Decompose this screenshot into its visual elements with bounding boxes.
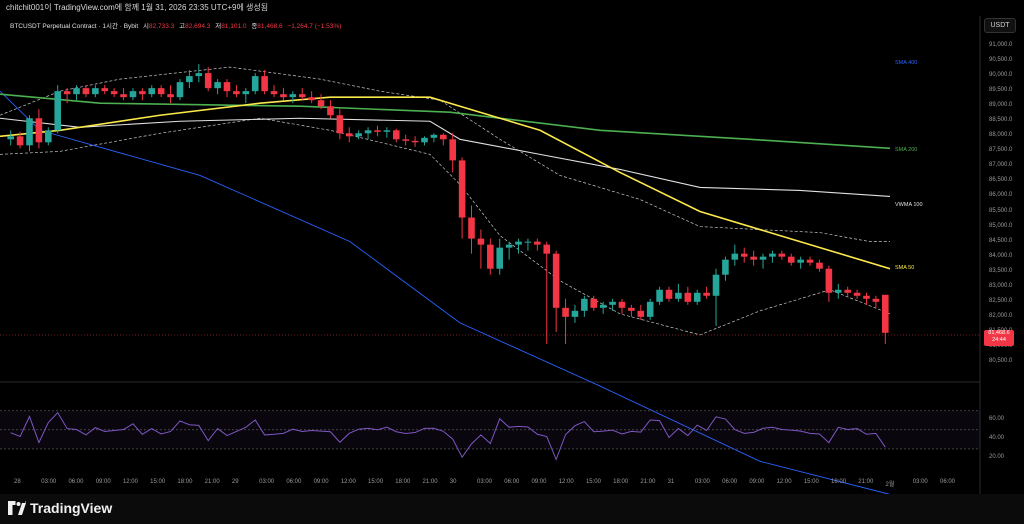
rsi-tick-label: 60.00	[989, 416, 1005, 423]
currency-button[interactable]: USDT	[984, 18, 1016, 33]
time-tick-label: 12:00	[340, 479, 356, 485]
snapshot-caption-bar: chitchit001이 TradingView.com에 함께 1월 31, …	[0, 0, 1024, 16]
time-tick-label: 09:00	[95, 479, 111, 485]
time-tick-label: 18:00	[831, 479, 847, 485]
price-tick-label: 83,000.0	[989, 282, 1013, 289]
time-tick-label: 15:00	[803, 479, 819, 485]
close-label: 종	[251, 23, 258, 30]
tradingview-logo-icon	[8, 501, 26, 515]
symbol-name[interactable]: BTCUSDT Perpetual Contract · 1시간 · Bybit	[10, 23, 139, 30]
rsi-tick-label: 20.00	[989, 454, 1005, 461]
chart-area[interactable]	[0, 16, 1024, 494]
time-tick-label: 12:00	[776, 479, 792, 485]
price-tick-label: 82,000.0	[989, 312, 1013, 319]
price-tick-label: 89,500.0	[989, 87, 1013, 94]
time-tick-label: 21:00	[640, 479, 656, 485]
time-tick-label: 2월	[885, 482, 895, 488]
price-tick-label: 89,000.0	[989, 102, 1013, 109]
rsi-tick-label: 40.00	[989, 435, 1005, 442]
sma50-label: SMA 50	[895, 265, 915, 271]
time-tick-label: 18:00	[395, 479, 411, 485]
time-tick-label: 18:00	[613, 479, 629, 485]
open-label: 시	[142, 23, 149, 30]
price-tick-label: 88,500.0	[989, 117, 1013, 124]
open-value: 82,733.3	[148, 23, 175, 30]
time-tick-label: 06:00	[504, 479, 520, 485]
time-tick-label: 15:00	[368, 479, 384, 485]
time-tick-label: 06:00	[68, 479, 84, 485]
price-tick-label: 90,500.0	[989, 57, 1013, 64]
brand-name: TradingView	[30, 500, 113, 516]
time-tick-label: 28	[14, 479, 21, 485]
price-tick-label: 87,500.0	[989, 147, 1013, 154]
time-tick-label: 03:00	[912, 479, 928, 485]
time-tick-label: 03:00	[259, 479, 275, 485]
time-tick-label: 06:00	[722, 479, 738, 485]
price-tick-label: 86,000.0	[989, 192, 1013, 199]
time-tick-label: 12:00	[122, 479, 138, 485]
time-tick-label: 15:00	[585, 479, 601, 485]
time-tick-label: 15:00	[150, 479, 166, 485]
symbol-legend[interactable]: BTCUSDT Perpetual Contract · 1시간 · Bybit…	[10, 20, 341, 30]
vwma100-label: VWMA 100	[895, 202, 923, 208]
time-tick-label: 18:00	[177, 479, 193, 485]
time-tick-label: 30	[449, 479, 457, 485]
snapshot-caption: chitchit001이 TradingView.com에 함께 1월 31, …	[6, 3, 269, 12]
countdown-timer: 24:44	[992, 337, 1006, 343]
time-tick-label: 09:00	[531, 479, 547, 485]
time-tick-label: 03:00	[477, 479, 493, 485]
time-tick-label: 31	[667, 479, 675, 485]
low-label: 저	[215, 23, 222, 30]
time-tick-label: 21:00	[422, 479, 438, 485]
price-tick-label: 84,000.0	[989, 252, 1013, 259]
high-value: 82,694.3	[185, 23, 211, 30]
time-tick-label: 29	[231, 479, 239, 485]
time-tick-label: 06:00	[940, 479, 956, 485]
last-price-tag: 81,468.6 24:44	[984, 330, 1014, 346]
time-tick-label: 21:00	[858, 479, 874, 485]
price-tick-label: 91,000.0	[989, 42, 1013, 49]
time-tick-label: 21:00	[204, 479, 220, 485]
price-tick-label: 85,000.0	[989, 222, 1013, 229]
price-tick-label: 85,500.0	[989, 207, 1013, 214]
price-tick-label: 82,500.0	[989, 297, 1013, 304]
sma400-label: SMA 400	[895, 60, 918, 66]
time-tick-label: 09:00	[749, 479, 765, 485]
price-tick-label: 83,500.0	[989, 267, 1013, 274]
footer-bar	[0, 494, 1024, 524]
high-label: 고	[179, 23, 186, 30]
price-tick-label: 87,000.0	[989, 162, 1013, 169]
price-tick-label: 80,500.0	[989, 357, 1013, 364]
time-tick-label: 12:00	[558, 479, 574, 485]
price-tick-label: 88,000.0	[989, 132, 1013, 139]
price-tick-label: 84,500.0	[989, 237, 1013, 244]
close-value: 81,468.6	[257, 23, 283, 30]
time-tick-label: 06:00	[286, 479, 302, 485]
time-tick-label: 09:00	[313, 479, 329, 485]
time-tick-label: 03:00	[694, 479, 710, 485]
low-value: 81,101.0	[221, 23, 247, 30]
price-tick-label: 86,500.0	[989, 177, 1013, 184]
time-tick-label: 03:00	[41, 479, 57, 485]
price-tick-label: 90,000.0	[989, 72, 1013, 79]
last-price-value: 81,468.6	[988, 330, 1010, 336]
change-value: −1,264.7 (−1.53%)	[287, 23, 342, 30]
tradingview-brand[interactable]: TradingView	[8, 499, 112, 517]
sma200-label: SMA 200	[895, 147, 918, 153]
